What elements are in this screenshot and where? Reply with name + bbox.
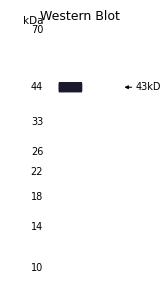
Text: 10: 10	[31, 263, 43, 274]
Text: 33: 33	[31, 117, 43, 127]
FancyBboxPatch shape	[59, 82, 82, 92]
Text: Western Blot: Western Blot	[40, 10, 120, 23]
Text: 18: 18	[31, 191, 43, 201]
Text: 22: 22	[31, 167, 43, 177]
Text: 14: 14	[31, 222, 43, 232]
Text: 70: 70	[31, 26, 43, 36]
Text: kDa: kDa	[23, 16, 43, 26]
Text: 26: 26	[31, 147, 43, 156]
Text: 44: 44	[31, 82, 43, 92]
Text: 43kDa: 43kDa	[136, 82, 160, 92]
